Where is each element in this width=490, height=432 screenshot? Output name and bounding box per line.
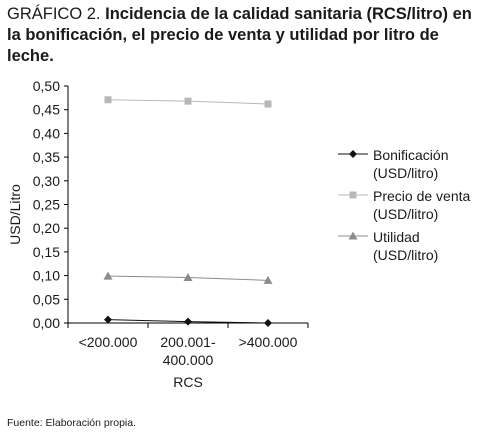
data-point-utilidad [103,271,113,280]
y-tick-label: 0,50 [33,78,60,94]
legend-label-bonificacion: Bonificación [373,147,449,163]
data-point-bonificacion [264,319,272,327]
data-point-precio [264,100,272,108]
y-axis-label: USD/Litro [7,184,23,245]
legend-marker-bonificacion [349,150,357,158]
x-tick-label: 200.001- [160,334,216,350]
data-point-precio [184,97,192,105]
data-point-bonificacion [104,315,112,324]
y-tick-label: 0,10 [33,268,60,284]
data-point-utilidad [263,275,273,284]
chart-title-prefix: GRÁFICO 2. [7,5,101,23]
x-axis-label: RCS [173,374,203,390]
y-tick-label: 0,05 [33,291,60,307]
y-tick-label: 0,40 [33,125,60,141]
data-point-precio [104,96,112,104]
chart-title: GRÁFICO 2. Incidencia de la calidad sani… [7,4,483,67]
legend-label-utilidad: Utilidad [373,229,420,245]
legend-label-bonificacion: (USD/litro) [373,165,438,181]
legend-label-precio: (USD/litro) [373,206,438,222]
y-tick-label: 0,25 [33,197,60,213]
legend-marker-precio [349,191,357,199]
y-tick-label: 0,35 [33,149,60,165]
y-tick-label: 0,20 [33,220,60,236]
x-tick-label: <200.000 [79,334,138,350]
legend: Bonificación (USD/litro) Precio de venta (U… [338,147,470,263]
legend-label-precio: Precio de venta [373,188,470,204]
x-tick-label: 400.000 [163,352,214,368]
y-tick-label: 0,30 [33,173,60,189]
y-tick-label: 0,45 [33,102,60,118]
x-tick-label: >400.000 [239,334,298,350]
y-tick-label: 0,00 [33,315,60,331]
legend-marker-utilidad [348,231,358,240]
data-point-utilidad [183,272,193,281]
source-note: Fuente: Elaboración propia. [7,417,136,429]
data-point-bonificacion [184,317,192,326]
y-tick-label: 0,15 [33,244,60,260]
chart-title-text: Incidencia de la calidad sanitaria (RCS/… [7,5,472,65]
legend-label-utilidad: (USD/litro) [373,247,438,263]
plot-area: 0,00 0,05 0,10 0,15 0,20 0,25 0,30 0,35 0,40 0,45… [7,78,309,390]
